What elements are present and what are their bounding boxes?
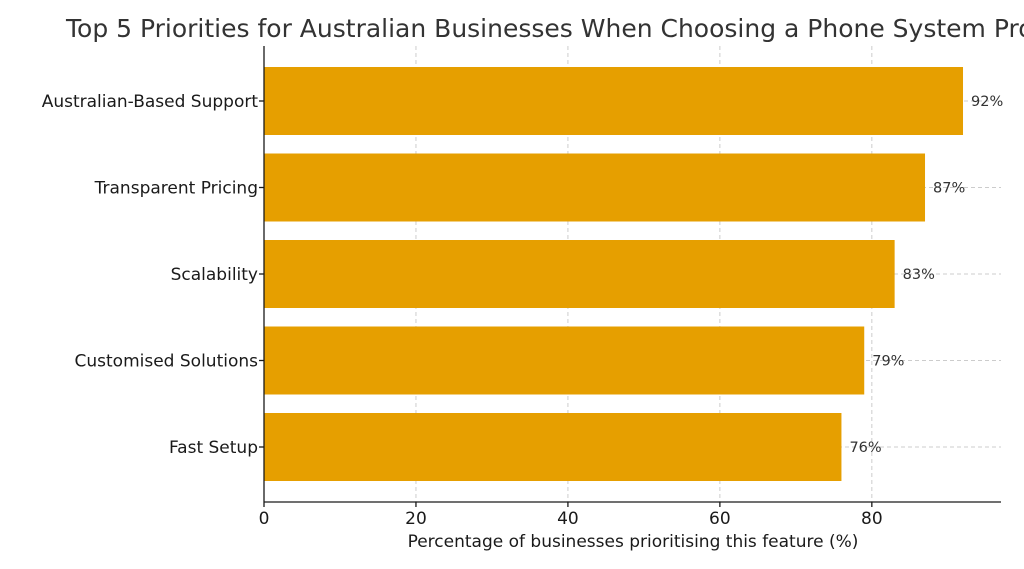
y-tick-label: Scalability [171, 265, 258, 285]
y-tick-label: Customised Solutions [75, 352, 259, 372]
value-label: 92% [971, 94, 1003, 110]
x-tick-label: 0 [259, 509, 270, 529]
y-tick-label: Fast Setup [169, 438, 258, 458]
bar [264, 240, 895, 308]
chart-title: Top 5 Priorities for Australian Business… [65, 14, 1024, 43]
bar [264, 153, 926, 222]
tick-labels: Australian-Based Support Transparent Pric… [42, 92, 883, 529]
x-axis-label: Percentage of businesses prioritising th… [408, 532, 859, 552]
x-tick-label: 80 [861, 509, 883, 529]
value-label: 79% [872, 354, 904, 370]
bars [264, 67, 964, 481]
value-labels: 92% 87% 83% 79% 76% [849, 94, 1003, 456]
value-label: 83% [903, 267, 935, 283]
bar [264, 326, 865, 395]
value-label: 76% [849, 440, 881, 456]
value-label: 87% [933, 181, 965, 197]
x-tick-label: 60 [709, 509, 731, 529]
bar [264, 413, 842, 481]
y-tick-label: Australian-Based Support [42, 92, 259, 112]
x-tick-label: 20 [405, 509, 427, 529]
y-tick-label: Transparent Pricing [94, 179, 258, 199]
bar [264, 67, 964, 135]
x-tick-label: 40 [557, 509, 579, 529]
